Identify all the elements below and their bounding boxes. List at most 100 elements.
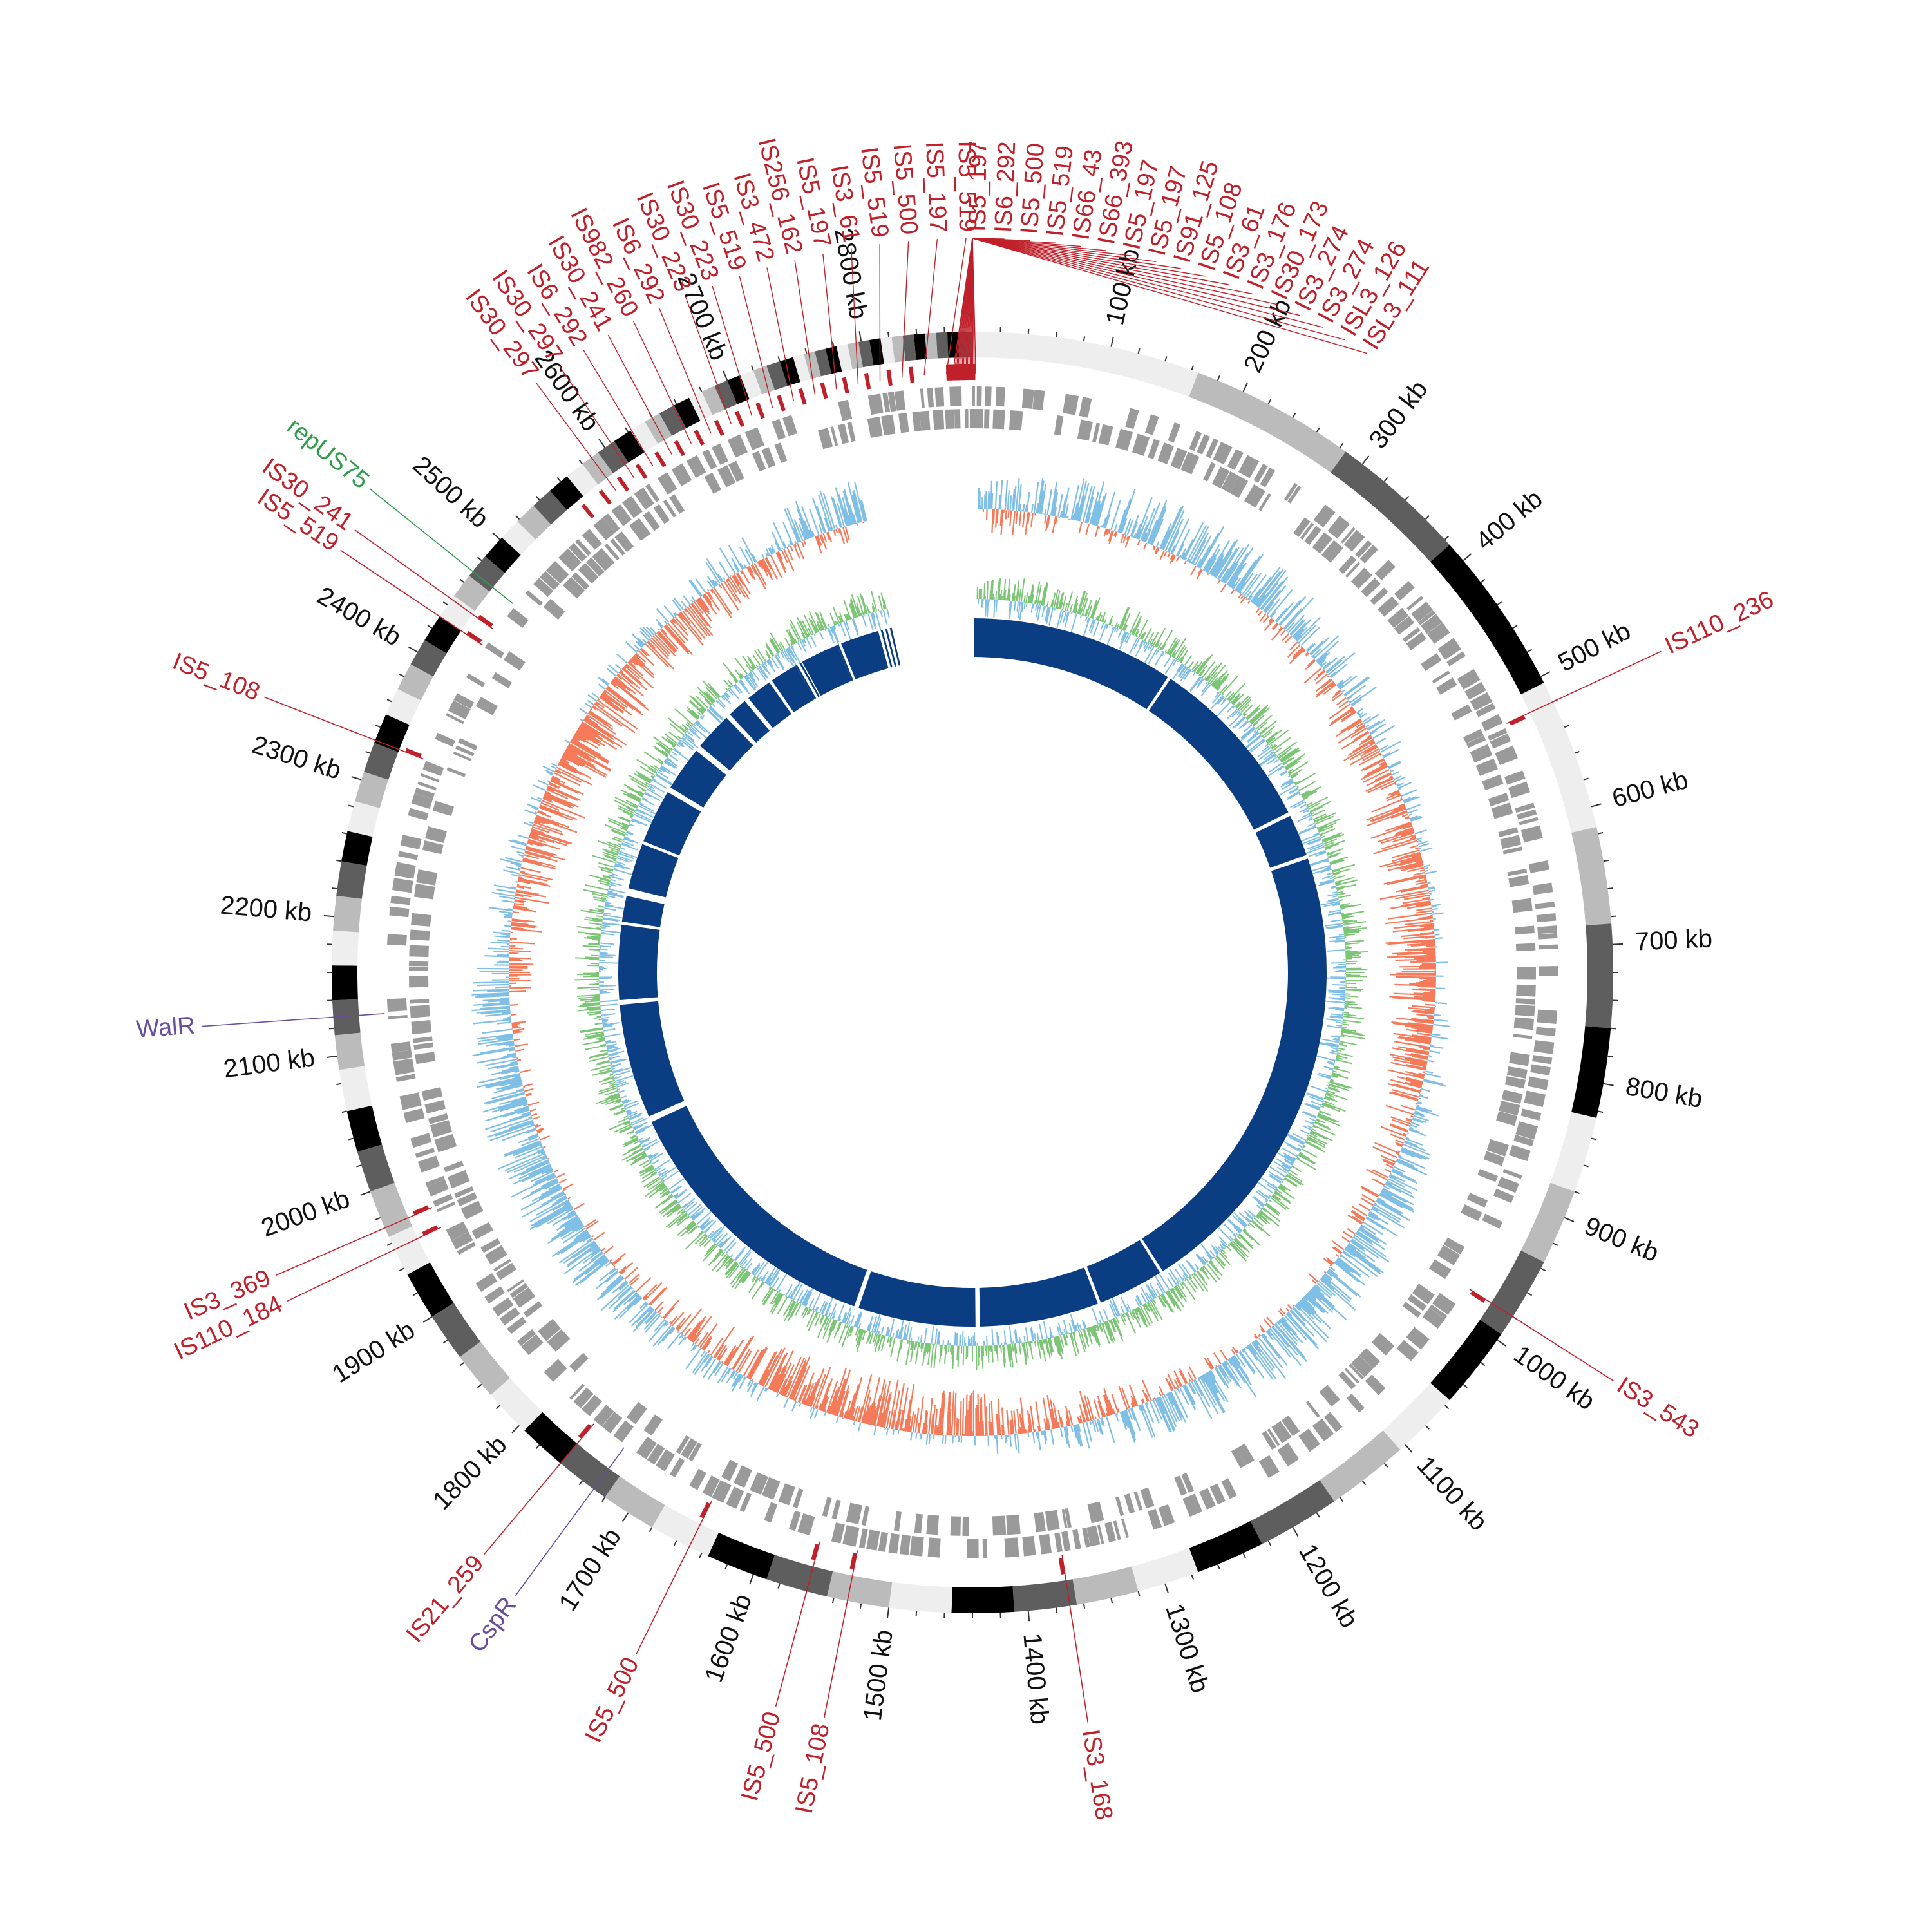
gc-skew-bar [607, 664, 619, 674]
gc-skew-bar [1294, 627, 1307, 640]
gc-skew-bar [591, 708, 593, 710]
gc-content-bar [1242, 705, 1253, 715]
gc-content-bar [609, 882, 622, 886]
gc-content-bar [1015, 1329, 1018, 1343]
gc-content-bar [1059, 592, 1065, 610]
gc-content-bar [922, 1343, 927, 1367]
gc-content-bar [1196, 1253, 1206, 1265]
scale-tick-label: 700 kb [1634, 924, 1713, 956]
gc-skew-bar [817, 535, 822, 545]
gc-skew-bar [499, 1074, 520, 1081]
gc-skew-bar [1065, 1414, 1070, 1426]
gc-skew-bar [1423, 925, 1434, 929]
scale-tick [887, 1607, 890, 1618]
gc-content-bar [1020, 578, 1025, 603]
gc-skew-bar [1193, 564, 1195, 565]
cds-feature [400, 835, 422, 849]
gc-skew-bar [624, 1267, 638, 1280]
gc-skew-bar [1111, 1394, 1119, 1413]
gc-skew-bar [1024, 1428, 1027, 1434]
gc-skew-bar [1324, 1273, 1333, 1280]
gc-content-bar [1016, 601, 1019, 612]
gc-content-bar [1222, 693, 1224, 696]
gc-skew-bar [1141, 507, 1156, 542]
gc-content-bar [682, 1198, 696, 1209]
gc-skew-bar [1182, 1385, 1196, 1410]
gc-skew-bar [1389, 1123, 1409, 1132]
gc-content-bar [1341, 1030, 1363, 1035]
gc-content-bar [750, 1267, 757, 1274]
gc-skew-bar [532, 1116, 540, 1120]
scale-tick [1027, 328, 1030, 334]
gc-skew-bar [1390, 1061, 1426, 1071]
gc-content-bar [1099, 1323, 1104, 1333]
contig-block [753, 365, 775, 395]
gc-skew-bar [1001, 1425, 1004, 1435]
cds-feature [1402, 627, 1421, 643]
gc-content-bar [609, 884, 616, 887]
contig-block [386, 688, 421, 725]
gc-content-bar [598, 866, 614, 872]
cds-feature [909, 1535, 924, 1557]
gc-skew-bar [1302, 649, 1306, 654]
gc-content-bar [1199, 670, 1205, 677]
gc-content-bar [1324, 1095, 1335, 1101]
gc-content-bar [1311, 809, 1325, 817]
gc-content-bar [1216, 676, 1229, 690]
scale-tick-label: 600 kb [1609, 766, 1691, 813]
gc-skew-bar [623, 1292, 638, 1306]
gc-skew-bar [770, 544, 776, 553]
gc-skew-bar [895, 1383, 905, 1430]
gc-content-bar [962, 1345, 965, 1366]
gc-content-bar [1049, 1332, 1052, 1338]
gc-skew-bar [1405, 1137, 1423, 1146]
gc-skew-bar [1386, 1180, 1412, 1195]
gc-content-bar [1312, 1125, 1316, 1128]
is-element-mark [886, 369, 893, 386]
gc-skew-bar [1408, 928, 1434, 933]
gc-skew-bar [1001, 1407, 1005, 1435]
gc-skew-bar [516, 864, 522, 867]
gc-content-bar [625, 833, 629, 836]
gc-skew-bar [779, 1364, 795, 1395]
gc-content-bar [1032, 603, 1035, 609]
scale-tick [887, 332, 890, 337]
gc-skew-bar [559, 1215, 578, 1227]
gc-skew-bar [1285, 1307, 1290, 1312]
gc-content-bar [1065, 1334, 1068, 1338]
gc-skew-bar [670, 1316, 677, 1325]
gc-content-bar [773, 1289, 775, 1291]
gc-content-bar [608, 874, 612, 876]
gc-content-bar [1345, 951, 1358, 953]
gc-skew-bar [1323, 1274, 1331, 1281]
gc-skew-bar [1290, 620, 1305, 636]
gc-content-bar [1070, 1319, 1075, 1332]
gc-skew-bar [1405, 1077, 1423, 1083]
gc-skew-bar [516, 851, 525, 855]
gc-content-bar [1294, 780, 1302, 785]
gc-content-bar [668, 1212, 687, 1229]
cds-feature [626, 1401, 647, 1425]
gc-skew-bar [1173, 1379, 1180, 1388]
cds-feature [410, 1005, 430, 1018]
gc-content-bar [1245, 705, 1261, 719]
gc-skew-bar [996, 509, 999, 524]
gc-skew-bar [1345, 1246, 1381, 1273]
gc-skew-bar [547, 1175, 556, 1182]
gc-skew-bar [1316, 640, 1340, 662]
is-element-mark [466, 630, 482, 643]
gc-skew-bar [725, 1347, 738, 1366]
gc-content-bar [587, 936, 601, 939]
gc-skew-bar [1328, 1268, 1338, 1277]
gc-skew-bar [731, 1374, 743, 1392]
gc-skew-bar [1326, 659, 1343, 674]
gc-content-bar [951, 1345, 954, 1359]
cds-feature [1298, 1428, 1320, 1452]
gc-content-bar [1236, 696, 1249, 709]
gc-skew-bar [1409, 844, 1419, 849]
contig-block [485, 537, 521, 573]
gc-skew-bar [526, 803, 539, 810]
gc-skew-bar [625, 641, 638, 653]
gc-skew-bar [561, 757, 567, 761]
scale-tick-label: 2000 kb [258, 1184, 354, 1242]
